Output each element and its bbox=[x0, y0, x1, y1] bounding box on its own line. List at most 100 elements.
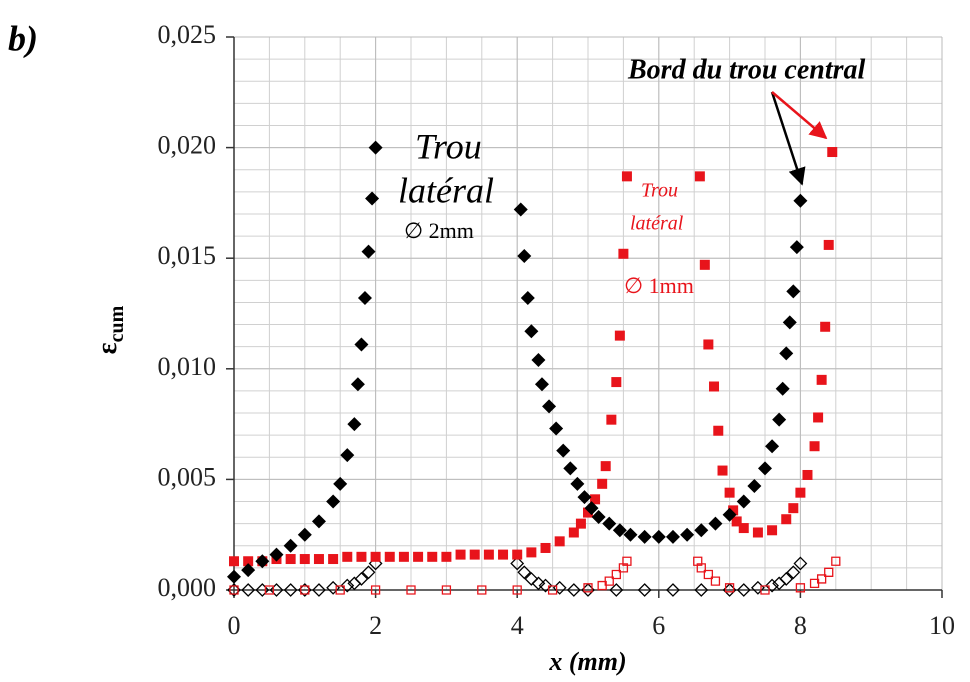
arrow bbox=[771, 91, 828, 140]
y-tick-label: 0,010 bbox=[158, 352, 217, 381]
point bbox=[575, 518, 586, 529]
point bbox=[651, 529, 666, 544]
point bbox=[354, 572, 369, 586]
point bbox=[694, 171, 705, 182]
point bbox=[517, 248, 532, 263]
point bbox=[693, 556, 703, 566]
point bbox=[708, 516, 723, 531]
point bbox=[326, 494, 341, 509]
point bbox=[384, 551, 395, 562]
point bbox=[512, 549, 523, 560]
point bbox=[779, 572, 794, 586]
point bbox=[311, 514, 326, 529]
point bbox=[513, 202, 528, 217]
point bbox=[621, 171, 632, 182]
point bbox=[441, 551, 452, 562]
point bbox=[357, 291, 372, 306]
point bbox=[520, 291, 535, 306]
y-tick-label: 0,005 bbox=[158, 462, 217, 491]
point bbox=[823, 239, 834, 250]
point bbox=[788, 503, 799, 514]
point bbox=[350, 377, 365, 392]
point bbox=[722, 507, 737, 522]
point bbox=[775, 381, 790, 396]
point bbox=[724, 583, 735, 593]
point bbox=[793, 193, 808, 208]
point bbox=[767, 525, 778, 536]
point bbox=[666, 583, 680, 597]
point bbox=[590, 494, 601, 505]
point bbox=[264, 585, 275, 595]
point bbox=[427, 551, 438, 562]
point bbox=[736, 583, 751, 597]
point bbox=[738, 523, 749, 534]
grid: 0 2 4 6 8 10 0,000 0,005 0,010 0,015 0,020 0,025 bbox=[158, 20, 956, 640]
point bbox=[333, 476, 348, 491]
point bbox=[313, 554, 324, 565]
point bbox=[591, 510, 606, 525]
point bbox=[354, 337, 369, 352]
point bbox=[604, 576, 614, 586]
point bbox=[229, 556, 239, 567]
point bbox=[340, 578, 355, 593]
point bbox=[752, 527, 763, 538]
point bbox=[335, 585, 345, 595]
point bbox=[809, 441, 820, 452]
point bbox=[609, 583, 624, 597]
x-tick-label: 4 bbox=[511, 611, 524, 640]
point bbox=[699, 259, 710, 270]
point bbox=[566, 583, 581, 597]
point bbox=[751, 580, 765, 595]
point bbox=[611, 569, 621, 580]
point bbox=[300, 585, 310, 595]
point bbox=[779, 346, 794, 361]
point bbox=[782, 315, 797, 330]
point bbox=[269, 583, 284, 597]
point bbox=[637, 583, 652, 597]
point bbox=[781, 514, 792, 525]
annotation: latéral bbox=[630, 213, 684, 235]
x-tick-label: 2 bbox=[369, 611, 382, 640]
point bbox=[347, 417, 362, 432]
point bbox=[534, 377, 549, 392]
point bbox=[597, 580, 607, 591]
point bbox=[524, 572, 539, 586]
point bbox=[361, 565, 376, 580]
y-tick-label: 0,020 bbox=[158, 131, 217, 160]
point bbox=[795, 583, 806, 593]
point bbox=[703, 339, 714, 350]
panel-label: b) bbox=[8, 18, 38, 58]
point bbox=[717, 465, 728, 476]
point bbox=[549, 421, 564, 436]
point bbox=[297, 527, 312, 542]
point bbox=[831, 556, 841, 566]
point bbox=[241, 583, 256, 597]
point bbox=[611, 377, 622, 388]
point bbox=[283, 583, 298, 597]
point bbox=[356, 551, 367, 562]
point bbox=[597, 478, 608, 489]
point bbox=[469, 549, 480, 560]
point bbox=[600, 461, 611, 472]
point bbox=[241, 563, 256, 578]
point bbox=[703, 569, 714, 580]
point bbox=[713, 425, 724, 436]
x-tick-label: 10 bbox=[929, 611, 955, 640]
point bbox=[542, 399, 557, 414]
point bbox=[623, 527, 638, 542]
point bbox=[772, 412, 787, 427]
point bbox=[786, 565, 801, 580]
point bbox=[229, 585, 239, 595]
point bbox=[554, 536, 565, 547]
point bbox=[606, 414, 617, 425]
y-label-symbol: ε bbox=[92, 342, 123, 354]
point bbox=[614, 330, 625, 341]
point bbox=[793, 556, 808, 571]
point bbox=[531, 352, 546, 367]
point bbox=[524, 324, 539, 339]
point bbox=[758, 461, 772, 476]
point bbox=[824, 567, 834, 577]
point bbox=[255, 554, 270, 569]
point bbox=[709, 381, 720, 392]
point bbox=[517, 565, 532, 580]
